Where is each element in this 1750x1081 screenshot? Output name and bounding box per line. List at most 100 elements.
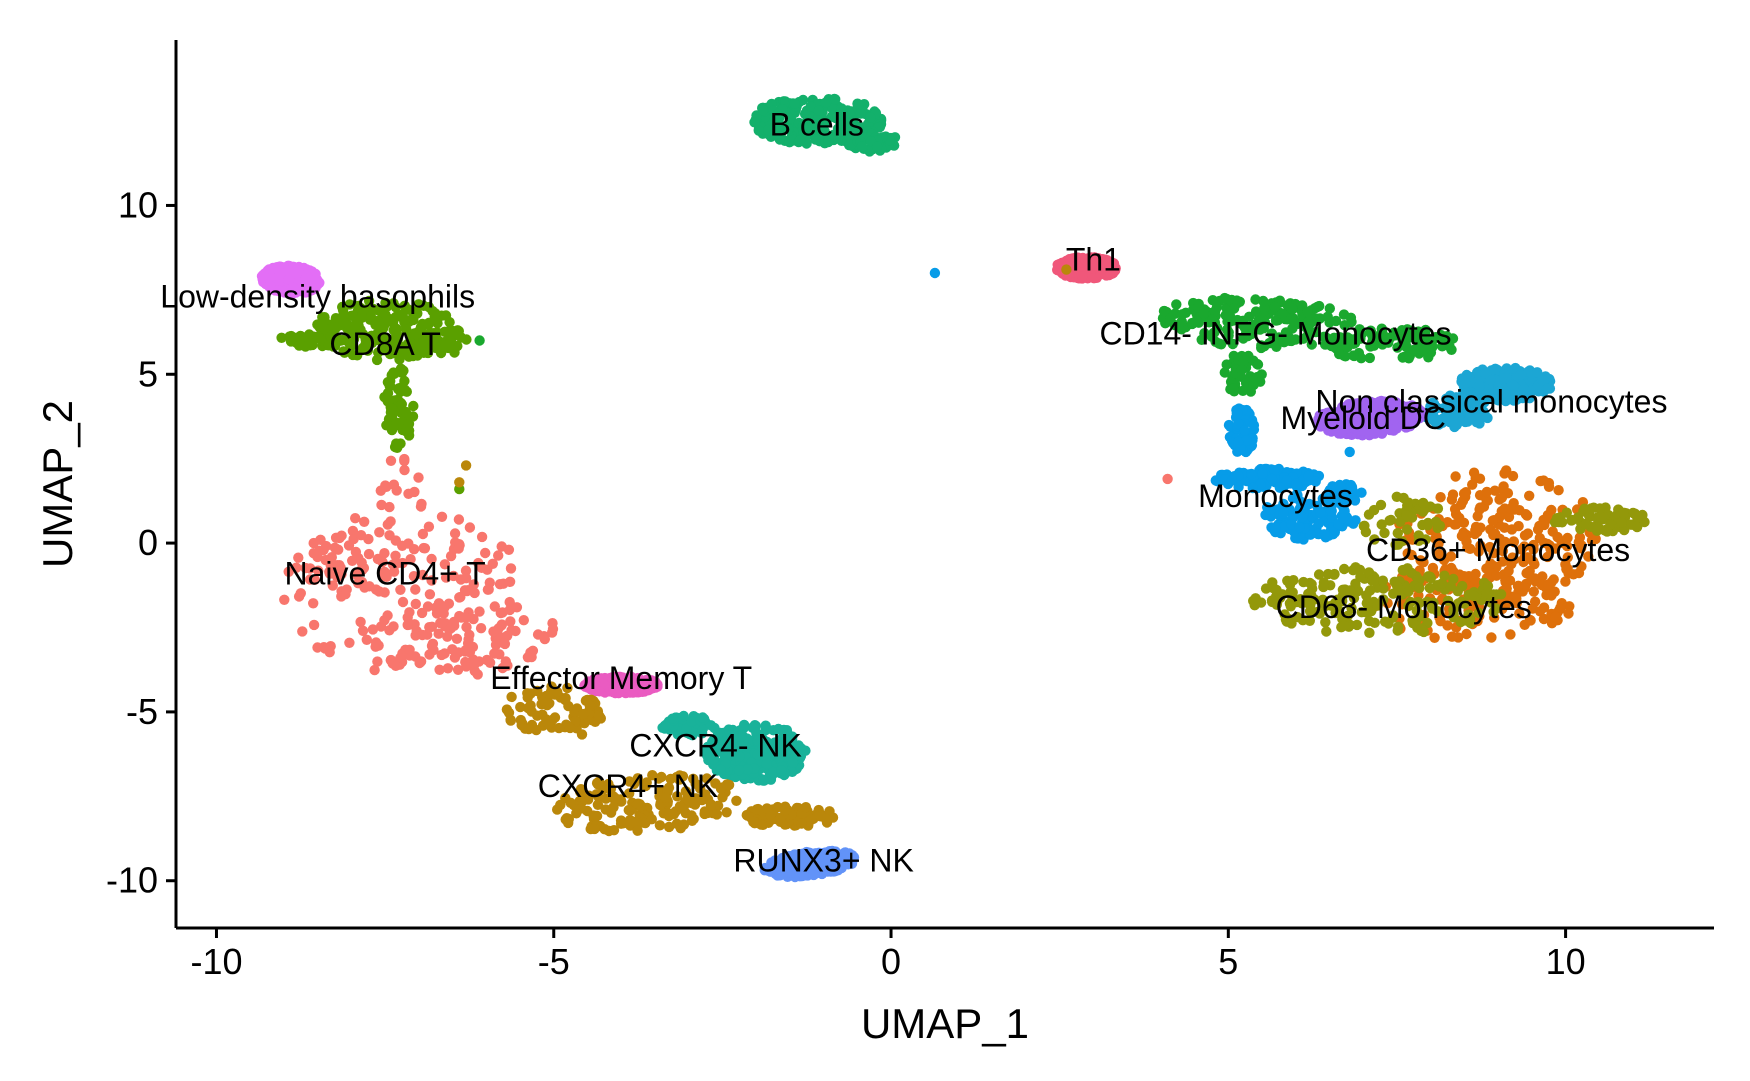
point-naive-cd4-t <box>408 571 420 582</box>
point-cd36-monocytes <box>1431 531 1442 542</box>
point-myeloid-dc <box>1414 406 1425 417</box>
point-cd14-infg-monocytes <box>1258 295 1269 307</box>
point-cxcr4-nk <box>541 697 552 709</box>
cluster-monocytes <box>1210 403 1367 545</box>
point-th1 <box>1104 259 1115 270</box>
point-naive-cd4-t <box>448 616 460 628</box>
point-cxcr4-nk <box>748 816 759 828</box>
point-low-density-basophils <box>302 286 313 297</box>
point-cd68-monocytes <box>1321 626 1332 637</box>
point-naive-cd4-t <box>324 566 335 578</box>
point-cxcr4-nk <box>758 775 769 786</box>
point-b-cells <box>819 125 830 137</box>
point-cd8a-t <box>316 319 328 330</box>
label-myeloid-dc: Myeloid DC <box>1281 400 1446 436</box>
point-naive-cd4-t <box>379 548 390 559</box>
point-cxcr4-nk <box>731 795 742 806</box>
point-naive-cd4-t <box>426 575 437 586</box>
point-cd14-infg-monocytes <box>1171 299 1182 310</box>
point-cd36-monocytes <box>1513 580 1524 591</box>
point-naive-cd4-t <box>423 521 435 532</box>
point-naive-cd4-t <box>329 542 341 553</box>
point-cxcr4-nk <box>526 706 537 717</box>
point-naive-cd4-t <box>500 656 511 667</box>
point-naive-cd4-t <box>452 664 464 675</box>
point-b-cells <box>783 123 794 135</box>
point-cd36-monocytes <box>1538 613 1550 625</box>
point-cd14-infg-monocytes <box>1270 315 1282 326</box>
label-runx3-nk: RUNX3+ NK <box>733 843 914 879</box>
point-cd36-monocytes <box>1583 551 1594 562</box>
point-cd36-monocytes <box>1489 485 1501 496</box>
point-cd36-monocytes <box>1530 576 1541 587</box>
point-myeloid-dc <box>1327 425 1338 436</box>
point-cd36-monocytes <box>1543 481 1555 492</box>
point-naive-cd4-t <box>388 621 399 632</box>
point-cd36-monocytes <box>1505 629 1516 640</box>
point-monocytes <box>1278 508 1289 519</box>
point-cd68-monocytes <box>1346 602 1357 614</box>
point-cd8a-t <box>440 310 452 321</box>
point-myeloid-dc <box>1333 406 1344 418</box>
point-myeloid-dc <box>1388 406 1399 417</box>
point-cd8a-t <box>431 342 442 354</box>
point-naive-cd4-t <box>476 531 488 543</box>
point-cd8a-t <box>300 341 311 352</box>
point-cd14-infg-monocytes <box>1237 385 1249 396</box>
point-cd14-infg-monocytes <box>1303 325 1315 336</box>
point-naive-cd4-t <box>426 621 438 632</box>
point-cd14-infg-monocytes <box>1256 369 1267 380</box>
point-b-cells <box>810 134 821 145</box>
point-non-classical-monocytes <box>1537 375 1548 386</box>
point-myeloid-dc <box>1315 418 1326 430</box>
point-th1 <box>1095 268 1106 280</box>
point-naive-cd4-t <box>402 619 413 631</box>
point-naive-cd4-t <box>433 628 444 639</box>
point-naive-cd4-t <box>506 625 517 636</box>
point-cd36-monocytes <box>1438 554 1450 566</box>
point-non-classical-monocytes <box>1427 397 1438 409</box>
point-naive-cd4-t <box>334 532 345 544</box>
point-th1 <box>1091 253 1102 265</box>
point-naive-cd4-t <box>399 464 410 476</box>
point-cd14-infg-monocytes <box>1288 317 1300 328</box>
point-monocytes <box>1291 478 1302 489</box>
point-cd68-monocytes <box>1439 570 1450 581</box>
label-monocytes: Monocytes <box>1198 478 1353 514</box>
point-cd14-infg-monocytes <box>1287 303 1298 315</box>
point-cd8a-t <box>337 301 348 313</box>
point-naive-cd4-t <box>505 563 517 574</box>
point-naive-cd4-t <box>347 525 359 537</box>
point-cd8a-t <box>368 303 379 315</box>
point-naive-cd4-t <box>313 565 324 576</box>
cluster-non-classical-monocytes <box>1420 362 1556 433</box>
point-naive-cd4-t <box>410 630 421 641</box>
stray-point <box>1162 473 1173 485</box>
point-myeloid-dc <box>1358 405 1369 416</box>
point-cd36-monocytes <box>1467 479 1478 490</box>
point-monocytes <box>1297 512 1308 523</box>
point-cd68-monocytes <box>1368 504 1380 516</box>
point-cd36-monocytes <box>1552 531 1563 543</box>
point-cd14-infg-monocytes <box>1216 339 1227 350</box>
point-monocytes <box>1232 408 1243 419</box>
cluster-cd8a-t <box>276 295 472 453</box>
point-cd36-monocytes <box>1461 536 1472 547</box>
cluster-b-cells <box>749 93 901 157</box>
point-cd68-monocytes <box>1422 520 1433 531</box>
point-cxcr4-nk <box>800 802 812 813</box>
point-cd8a-t <box>361 337 372 348</box>
point-naive-cd4-t <box>375 621 387 632</box>
point-cd36-monocytes <box>1429 632 1440 643</box>
point-naive-cd4-t <box>404 607 415 618</box>
point-cd14-infg-monocytes <box>1314 300 1325 312</box>
point-cd36-monocytes <box>1491 570 1502 581</box>
x-axis-title: UMAP_1 <box>861 1000 1029 1047</box>
point-monocytes <box>1294 496 1306 507</box>
point-cd68-monocytes <box>1364 627 1375 638</box>
point-cd68-monocytes <box>1436 578 1448 589</box>
point-cd14-infg-monocytes <box>1159 305 1170 317</box>
point-cd36-monocytes <box>1415 555 1426 566</box>
point-cd14-infg-monocytes <box>1408 344 1420 356</box>
label-cd8a-t: CD8A T <box>329 326 440 362</box>
